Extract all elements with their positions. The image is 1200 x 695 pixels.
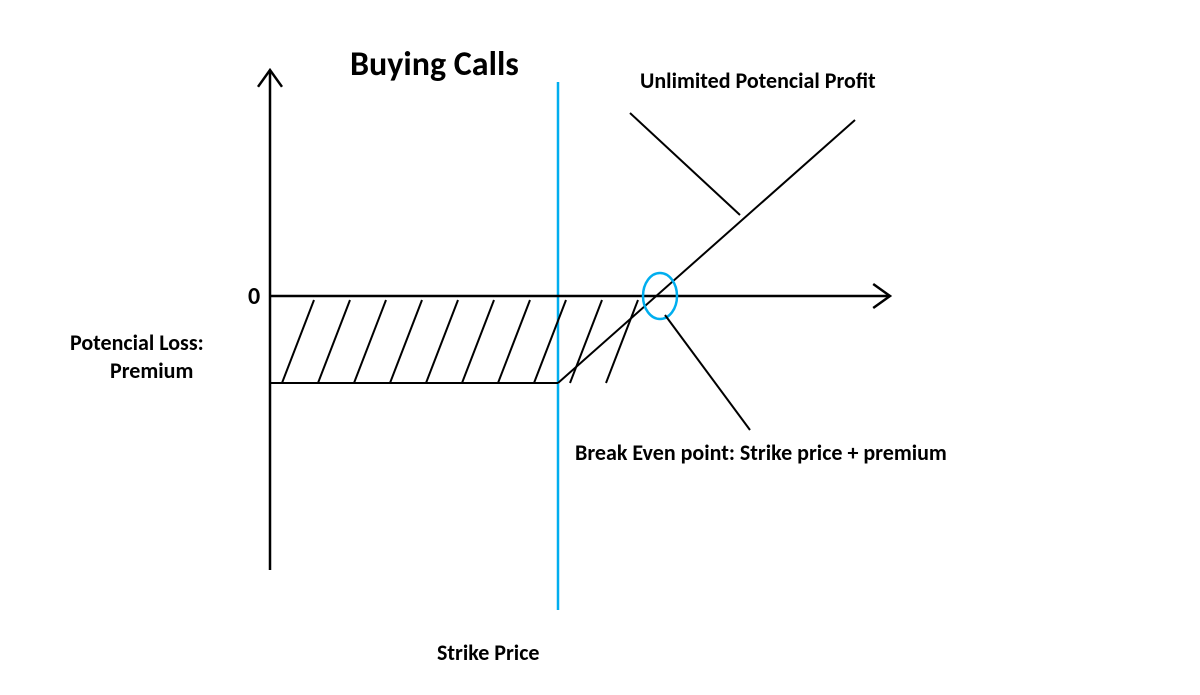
hatch-line [354,300,386,383]
strike-price-label: Strike Price [437,639,539,666]
hatch-line [498,300,530,383]
hatch-line [390,300,422,383]
payoff-diagram: Buying Calls Unlimited Potencial Profit … [0,0,1200,695]
loss-hatching [282,300,638,383]
hatch-line [282,300,314,383]
hatch-line [462,300,494,383]
hatch-line [318,300,350,383]
hatch-line [426,300,458,383]
zero-label: 0 [248,282,260,311]
breakeven-annotation-line [665,315,750,430]
chart-title: Buying Calls [350,44,519,85]
hatch-line [606,300,638,383]
potential-loss-label-line2: Premium [110,357,193,384]
break-even-label: Break Even point: Strike price + premium [575,439,947,466]
unlimited-profit-label: Unlimited Potencial Profit [640,67,876,94]
profit-annotation-line [630,113,740,215]
hatch-line [534,300,566,383]
hatch-line [570,300,602,383]
payoff-diagonal-segment [558,120,855,383]
potential-loss-label-line1: Potencial Loss: [70,329,204,356]
